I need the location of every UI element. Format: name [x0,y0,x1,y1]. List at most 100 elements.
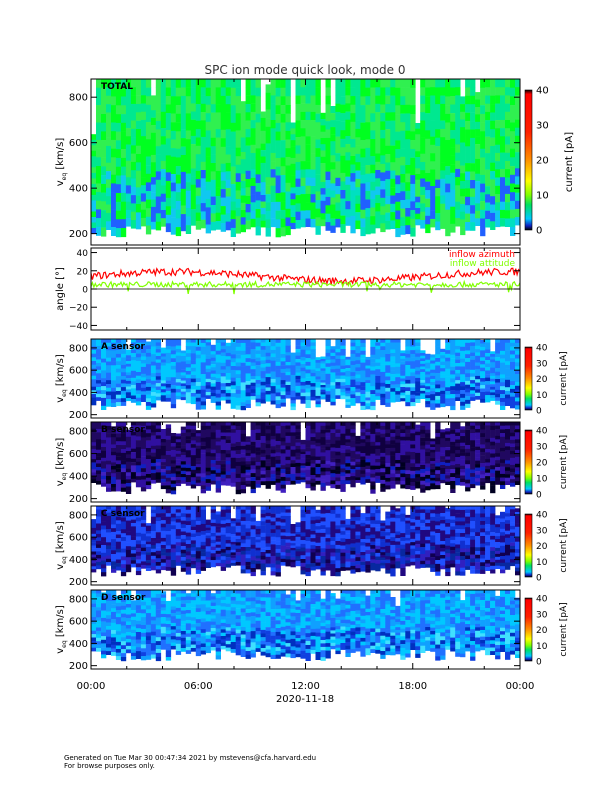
heatmap-cell [111,565,117,570]
heatmap-cell [455,369,461,374]
heatmap-cell [275,105,281,115]
heatmap-cell [115,483,122,488]
heatmap-cell [135,472,142,477]
heatmap-cell [101,350,107,355]
heatmap-cell [340,483,346,489]
heatmap-cell [430,372,436,377]
heatmap-cell [440,441,446,445]
heatmap-cell [395,228,401,238]
heatmap-cell [335,352,341,356]
heatmap-cell [285,385,291,389]
heatmap-cell [405,440,411,445]
heatmap-cell [101,552,107,557]
heatmap-cell [395,456,401,461]
heatmap-cell [420,469,426,474]
heatmap-cell [91,194,97,201]
heatmap-cell [170,487,177,491]
heatmap-cell [265,151,271,161]
heatmap-cell [450,394,456,399]
heatmap-cell [240,101,246,109]
heatmap-cell [500,459,506,464]
heatmap-cell [255,191,261,201]
heatmap-cell [435,369,441,374]
heatmap-cell [460,104,466,113]
heatmap-cell [325,436,331,440]
heatmap-cell [140,468,147,473]
heatmap-cell [106,196,112,205]
heatmap-cell [345,404,351,408]
heatmap-cell [310,79,316,88]
heatmap-cell [415,140,421,146]
heatmap-cell [155,465,162,470]
heatmap-cell [495,194,501,203]
heatmap-cell [445,105,451,115]
heatmap-cell [320,131,326,139]
heatmap-cell [275,358,281,363]
heatmap-cell [180,104,187,113]
heatmap-cell [120,157,127,167]
heatmap-cell [165,370,172,374]
heatmap-cell [106,395,112,400]
heatmap-cell [245,212,251,221]
heatmap-cell [170,466,177,471]
heatmap-cell [485,459,491,463]
heatmap-cell [235,458,241,463]
heatmap-cell [165,489,172,494]
heatmap-cell [245,170,251,180]
heatmap-cell [205,224,211,234]
heatmap-cell [230,450,236,455]
heatmap-cell [106,437,112,442]
heatmap-cell [460,449,466,453]
heatmap-cell [505,449,511,454]
heatmap-cell [325,359,331,364]
heatmap-cell [475,439,481,444]
heatmap-cell [265,352,271,357]
heatmap-cell [235,446,241,451]
heatmap-cell [345,209,351,218]
heatmap-cell [245,453,251,457]
heatmap-cell [400,372,406,376]
heatmap-cell [265,380,271,385]
heatmap-cell [111,466,117,470]
heatmap-cell [365,455,371,460]
heatmap-cell [445,131,451,141]
heatmap-cell [120,184,127,194]
heatmap-cell [455,356,461,360]
heatmap-cell [240,115,246,124]
heatmap-cell [495,111,501,121]
heatmap-cell [375,455,381,460]
heatmap-cell [125,209,132,219]
heatmap-cell [275,342,281,347]
heatmap-cell [340,104,346,114]
heatmap-cell [205,339,211,343]
heatmap-cell [285,460,291,464]
heatmap-cell [111,484,117,488]
heatmap-cell [275,377,281,382]
heatmap-cell [385,474,391,479]
heatmap-cell [320,368,326,372]
heatmap-cell [450,96,456,105]
heatmap-cell [120,568,127,573]
heatmap-cell [245,154,251,163]
heatmap-cell [150,428,157,433]
heatmap-cell [390,220,396,229]
heatmap-cell [280,395,286,400]
heatmap-cell [125,375,132,379]
heatmap-cell [285,96,291,106]
heatmap-cell [455,380,461,384]
heatmap-cell [390,377,396,382]
heatmap-cell [115,379,122,384]
colorbar-tick: 20 [536,375,548,385]
heatmap-cell [255,148,261,158]
heatmap-cell [235,442,241,447]
heatmap-cell [300,389,306,393]
heatmap-cell [220,342,226,347]
heatmap-cell [170,354,177,359]
heatmap-cell [101,386,107,391]
heatmap-cell [130,346,137,350]
heatmap-cell [125,160,132,170]
heatmap-cell [225,422,231,426]
heatmap-cell [430,469,436,473]
heatmap-cell [150,117,157,126]
heatmap-cell [505,429,511,433]
